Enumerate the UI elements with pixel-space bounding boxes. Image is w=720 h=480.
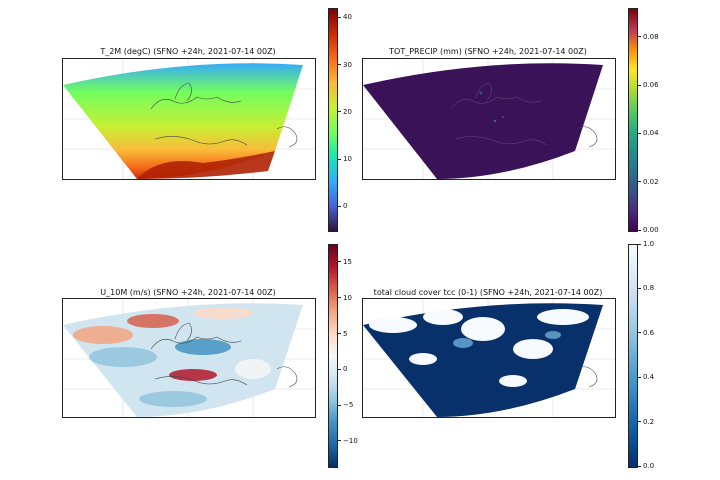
panel-title-tcc: total cloud cover tcc (0-1) (SFNO +24h, … <box>373 288 603 297</box>
colorbar-tick-label: −5 <box>337 401 354 410</box>
colorbar-tick-label: 0.02 <box>638 177 659 186</box>
colorbar-gradient <box>629 9 637 231</box>
colorbar-tick-label: 20 <box>338 107 352 116</box>
colorbar-tcc <box>628 244 638 468</box>
colorbar-tick-label: 0 <box>337 202 348 211</box>
colorbar-precip <box>628 8 638 232</box>
colorbar-tick-label: 0.6 <box>637 328 655 337</box>
panel-title-u10m: U_10M (m/s) (SFNO +24h, 2021-07-14 00Z) <box>100 288 276 297</box>
colorbar-tick-label: 0.2 <box>637 417 655 426</box>
colorbar-gradient <box>329 9 337 231</box>
colorbar-tick-label: 5 <box>337 329 348 338</box>
panel-title-precip: TOT_PRECIP (mm) (SFNO +24h, 2021-07-14 0… <box>389 47 587 56</box>
colorbar-tick-label: 40 <box>338 13 352 22</box>
colorbar-tick-label: −10 <box>338 436 358 445</box>
colorbar-tick-label: 0 <box>337 365 348 374</box>
colorbar-tick-label: 0.04 <box>638 129 659 138</box>
colorbar-tick-label: 10 <box>338 293 352 302</box>
map-precip <box>362 58 616 180</box>
map-t2m <box>62 58 316 180</box>
colorbar-t2m <box>328 8 338 232</box>
domain-t2m <box>63 63 303 179</box>
domain-tcc <box>363 303 603 417</box>
colorbar-gradient <box>629 245 637 467</box>
colorbar-tick-label: 30 <box>338 60 352 69</box>
colorbar-tick-label: 0.4 <box>637 373 655 382</box>
domain-precip <box>363 63 603 179</box>
colorbar-u10m <box>328 244 338 468</box>
colorbar-tick-label: 15 <box>338 257 352 266</box>
map-u10m <box>62 298 316 418</box>
colorbar-tick-label: 0.08 <box>638 32 659 41</box>
colorbar-tick-label: 1.0 <box>637 240 655 248</box>
panel-title-t2m: T_2M (degC) (SFNO +24h, 2021-07-14 00Z) <box>100 47 276 56</box>
colorbar-tick-label: 0.06 <box>638 81 659 90</box>
map-tcc <box>362 298 616 418</box>
colorbar-tick-label: 0.8 <box>637 284 655 293</box>
colorbar-tick-label: 0.00 <box>638 226 659 234</box>
colorbar-gradient <box>329 245 337 467</box>
colorbar-tick-label: 0.0 <box>637 462 655 470</box>
colorbar-tick-label: 10 <box>338 155 352 164</box>
